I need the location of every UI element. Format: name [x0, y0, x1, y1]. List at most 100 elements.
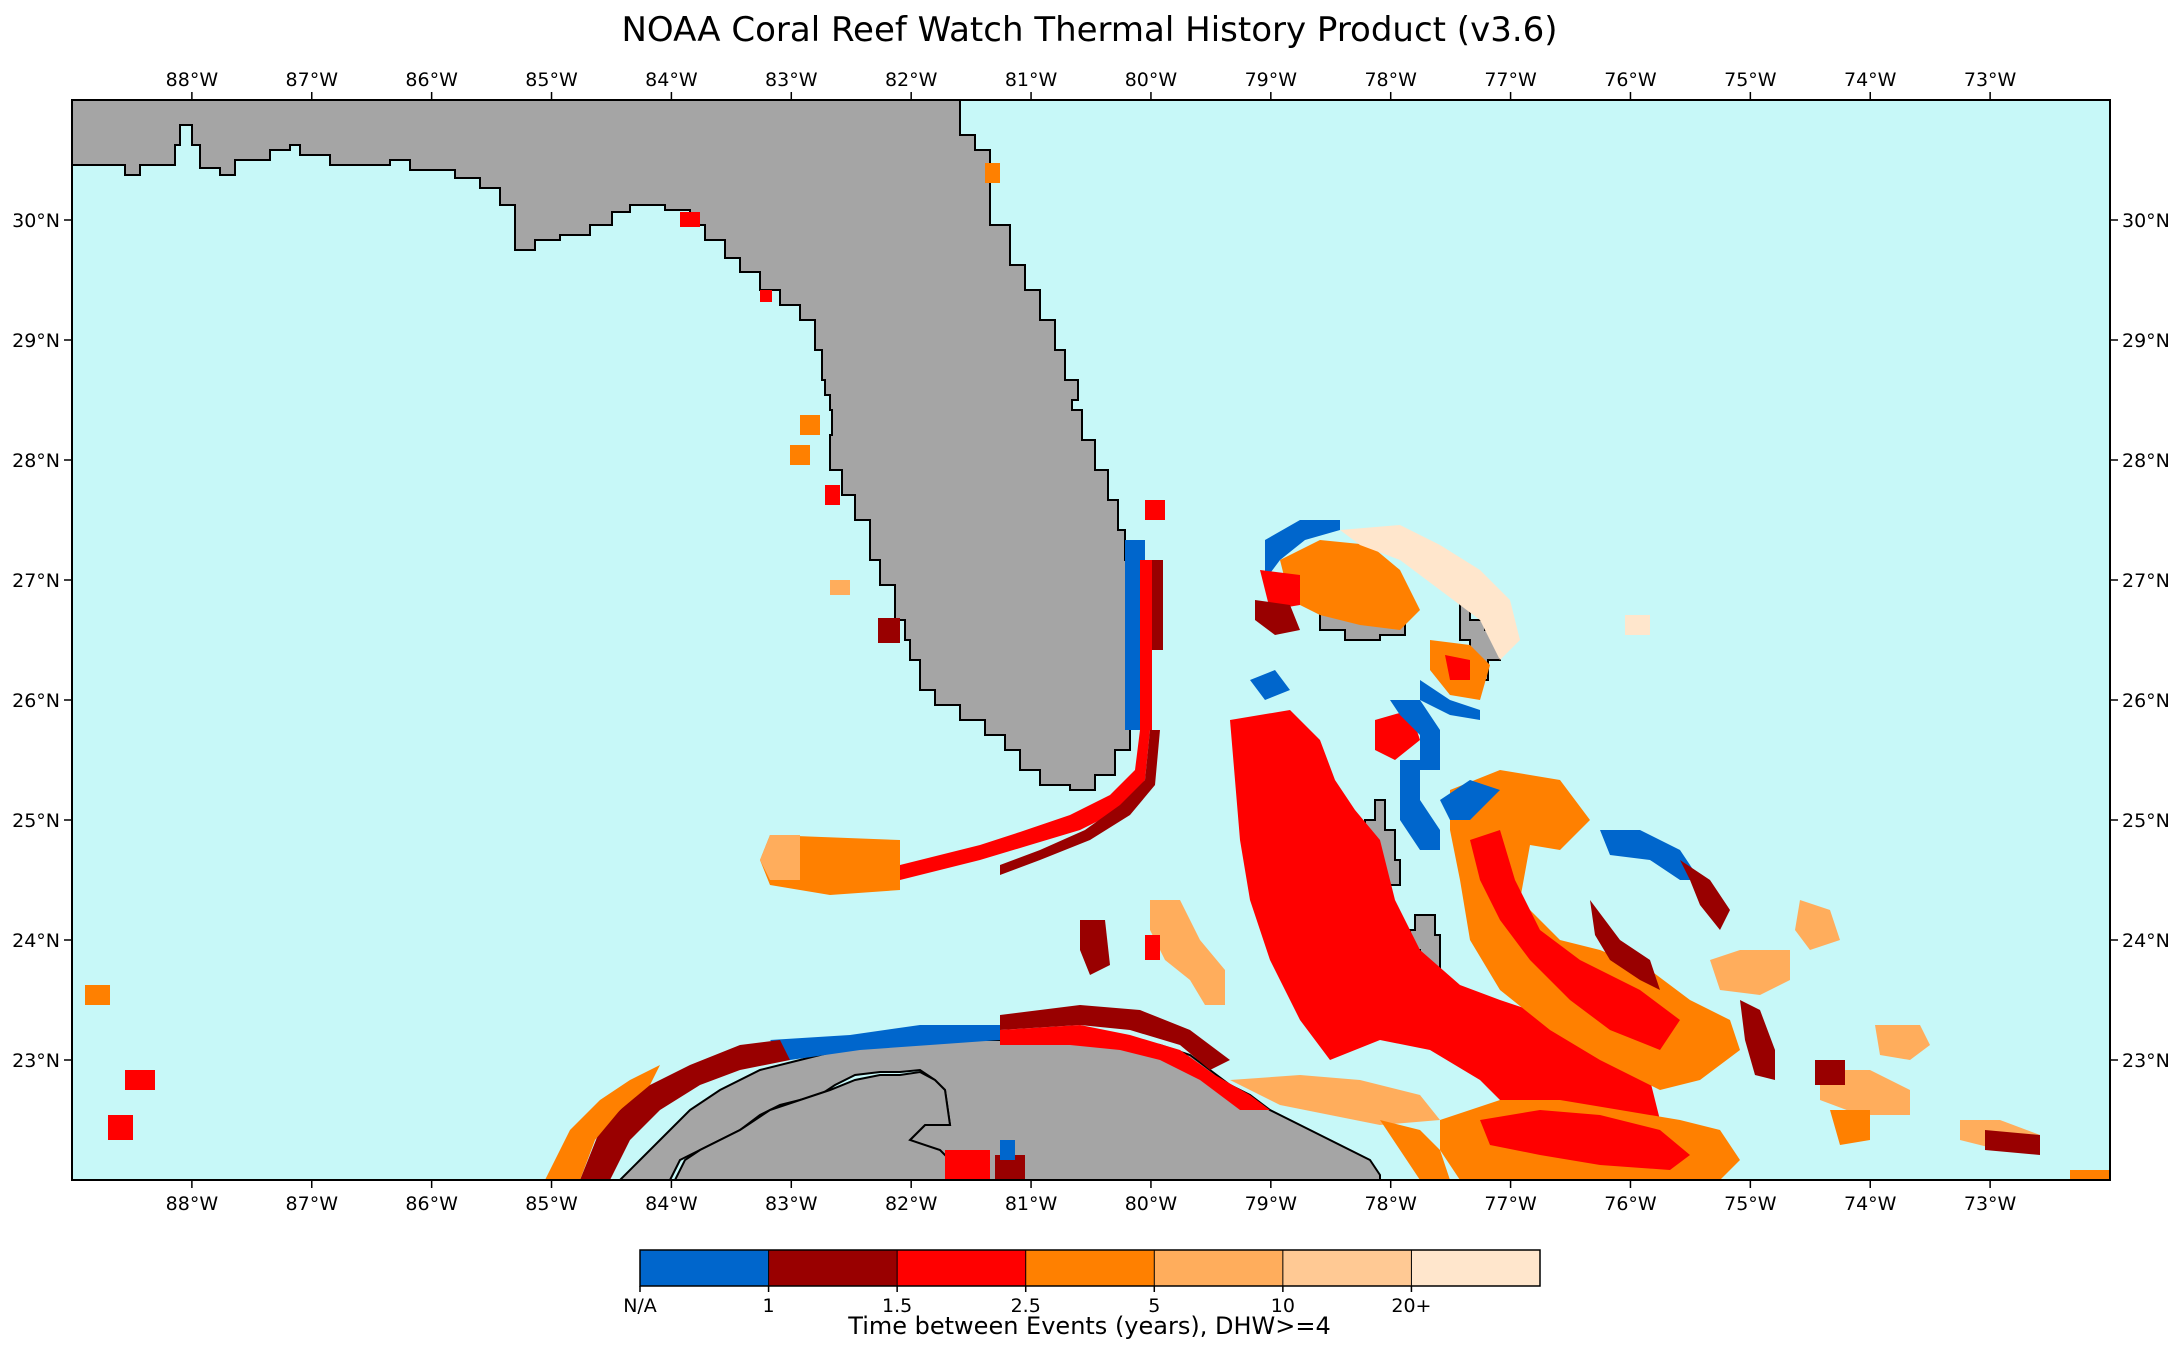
patch-e-9 [2070, 1170, 2110, 1180]
patch-e-8 [1985, 1130, 2040, 1155]
patch-nbb-na [1265, 520, 1340, 580]
patch-gbb-south-1.5 [1480, 1110, 1690, 1170]
patch-exu-1 [1680, 860, 1730, 930]
lat-tick-label-right: 26°N [2122, 690, 2170, 712]
patch-spot-6 [830, 580, 850, 595]
lon-tick-label-top: 74°W [1844, 69, 1897, 91]
patch-cuba-1-c [995, 1155, 1025, 1180]
lon-tick-label-bottom: 79°W [1245, 1193, 1298, 1215]
lat-tick-label-right: 30°N [2122, 210, 2170, 232]
patch-nbb-2.5 [1280, 540, 1420, 630]
patch-cuba-2.5 [545, 1065, 660, 1180]
patch-cuba-5 [1230, 1075, 1440, 1125]
patch-spot-11 [125, 1070, 155, 1090]
patch-spot-5 [825, 485, 840, 505]
lon-tick-label-top: 84°W [645, 69, 698, 91]
patch-cuba-1.5-c [945, 1150, 990, 1180]
lon-ticks-bottom: 88°W 87°W 86°W 85°W 84°W 83°W 82°W 81°W 80°W 79°W… [166, 1180, 2017, 1215]
patch-spot-10 [85, 985, 110, 1005]
patch-1.5-year [1140, 560, 1152, 730]
patch-bahamas-ring-2.5 [1450, 770, 1740, 1090]
patch-keys-5 [760, 835, 800, 880]
map-title: NOAA Coral Reef Watch Thermal History Pr… [621, 10, 1558, 50]
lon-tick-label-top: 80°W [1125, 69, 1178, 91]
patch-bahamas-ne-na [1400, 760, 1440, 850]
patch-e-1 [1710, 950, 1790, 995]
lat-tick-label-left: 26°N [12, 690, 60, 712]
colorbar-tick-label: 2.5 [1011, 1295, 1041, 1317]
colorbar-swatch [1025, 1250, 1155, 1286]
patch-caysal-5 [1150, 900, 1225, 1005]
patch-cuba-1.5-b [1000, 1025, 1270, 1110]
lat-ticks-right: 23°N 24°N 25°N 26°N 27°N 28°N 29°N 30°N [2110, 210, 2170, 1072]
colorbar-tick-label: 1.5 [882, 1295, 912, 1317]
patch-e-2 [1795, 900, 1840, 950]
florida-landmass [71, 99, 1146, 791]
patch-keys-1.5 [900, 730, 1150, 880]
patch-abaco-na-2 [1250, 670, 1290, 700]
lon-tick-label-top: 78°W [1364, 69, 1417, 91]
lon-tick-label-bottom: 78°W [1364, 1193, 1417, 1215]
lat-tick-label-right: 23°N [2122, 1050, 2170, 1072]
colorbar-swatch [1411, 1250, 1540, 1286]
lat-tick-label-left: 27°N [12, 570, 60, 592]
patch-caysal-1 [1080, 920, 1110, 975]
patch-cat-1 [1740, 1000, 1775, 1080]
colorbar-tick-label: 5 [1148, 1295, 1160, 1317]
lon-tick-label-bottom: 74°W [1844, 1193, 1897, 1215]
lon-tick-label-bottom: 75°W [1724, 1193, 1777, 1215]
lat-tick-label-left: 29°N [12, 330, 60, 352]
patch-spot-1 [680, 212, 700, 227]
patch-spot-4 [790, 445, 810, 465]
lon-tick-label-top: 82°W [885, 69, 938, 91]
colorbar-tick-label: 10 [1271, 1295, 1295, 1317]
patch-caysal-1.5 [1145, 935, 1160, 960]
lon-tick-label-bottom: 80°W [1125, 1193, 1178, 1215]
patch-cuba-1 [580, 1040, 790, 1180]
map-frame [71, 99, 2111, 1181]
patch-cuba-2.5-c [1380, 1120, 1450, 1180]
patch-keys-1 [1000, 730, 1160, 875]
lon-tick-label-bottom: 84°W [645, 1193, 698, 1215]
colorbar-tick-label: 1 [763, 1295, 775, 1317]
cuba-peninsula [673, 1070, 962, 1181]
patch-spot-3 [800, 415, 820, 435]
lon-tick-label-top: 77°W [1484, 69, 1537, 91]
patch-e-6 [1815, 1060, 1845, 1085]
patch-cuba-na-c [1000, 1140, 1015, 1160]
patch-nbb-1 [1255, 600, 1300, 635]
lat-tick-label-right: 27°N [2122, 570, 2170, 592]
patch-exu-2 [1590, 900, 1660, 990]
lat-tick-label-left: 30°N [12, 210, 60, 232]
lon-tick-label-top: 75°W [1724, 69, 1777, 91]
lon-tick-label-bottom: 76°W [1604, 1193, 1657, 1215]
lon-tick-label-top: 86°W [405, 69, 458, 91]
lon-tick-label-bottom: 83°W [765, 1193, 818, 1215]
colorbar-tick-label: N/A [623, 1295, 657, 1317]
patch-bahamas-bank-1.5 [1230, 710, 1660, 1150]
patch-bahamas-e-na [1600, 830, 1700, 880]
lon-tick-label-top: 83°W [765, 69, 818, 91]
colorbar-swatch [897, 1250, 1026, 1286]
lon-tick-label-bottom: 77°W [1484, 1193, 1537, 1215]
lat-tick-label-right: 24°N [2122, 930, 2170, 952]
lat-tick-label-right: 28°N [2122, 450, 2170, 472]
lon-tick-label-top: 85°W [525, 69, 578, 91]
patch-abaco-na [1420, 680, 1480, 720]
lon-tick-label-top: 88°W [166, 69, 219, 91]
patch-cuba-1-b [1000, 1005, 1230, 1070]
patch-e-5 [1830, 1110, 1870, 1145]
patch-cuba-na [770, 1025, 1000, 1060]
patch-e-3 [1875, 1025, 1930, 1060]
patch-nbb-1.5 [1260, 570, 1300, 610]
lat-ticks-left: 23°N 24°N 25°N 26°N 27°N 28°N 29°N 30°N [12, 210, 72, 1072]
lon-tick-label-bottom: 87°W [286, 1193, 339, 1215]
patch-eleu-na [1390, 700, 1440, 770]
lon-tick-label-top: 81°W [1005, 69, 1058, 91]
colorbar-frame [639, 1249, 1541, 1287]
colorbar-swatch [1154, 1250, 1283, 1286]
lat-tick-label-left: 23°N [12, 1050, 60, 1072]
lon-tick-label-bottom: 88°W [166, 1193, 219, 1215]
lon-tick-label-bottom: 82°W [885, 1193, 938, 1215]
